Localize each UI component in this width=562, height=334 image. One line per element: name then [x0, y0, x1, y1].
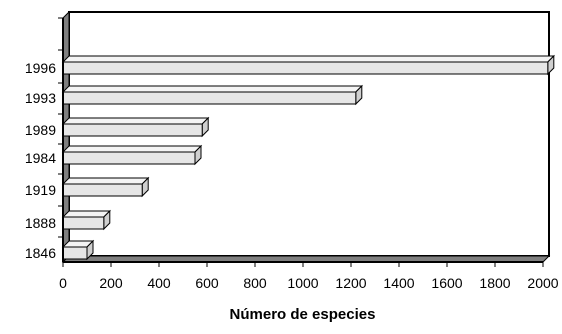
bar-front-face	[62, 61, 549, 75]
x-tick-label-0: 0	[59, 275, 67, 291]
bar-1996	[61, 54, 556, 76]
x-tick-label-1200: 1200	[335, 275, 366, 291]
y-tick-label-1846: 1846	[25, 245, 56, 261]
bar-1993	[61, 84, 364, 106]
x-tick-label-1600: 1600	[431, 275, 462, 291]
bar-front-face	[62, 123, 203, 137]
y-tick-label-1993: 1993	[25, 90, 56, 106]
bar-top-face	[61, 85, 364, 93]
bar-1846	[61, 239, 95, 261]
bar-top-face	[61, 210, 112, 218]
x-tick-label-800: 800	[243, 275, 267, 291]
plot-frame	[61, 10, 551, 264]
bar-front-face	[62, 216, 105, 230]
bar-top-face	[61, 55, 556, 63]
x-axis-label: Número de especies	[229, 306, 376, 323]
x-tick-label-200: 200	[99, 275, 123, 291]
bar-1984	[61, 144, 203, 166]
x-tick-label-1000: 1000	[287, 275, 318, 291]
y-tick-label-1996: 1996	[25, 60, 56, 76]
x-tick-label-1800: 1800	[479, 275, 510, 291]
y-tick-label-1888: 1888	[25, 215, 56, 231]
bar-top-face	[61, 145, 203, 153]
bar-1989	[61, 116, 210, 138]
x-tick-label-600: 600	[195, 275, 219, 291]
y-tick-label-1919: 1919	[25, 182, 56, 198]
bars-layer	[61, 54, 556, 261]
axes-layer: 1846 1888 1919 1984 1989 1993 1996 0 200 400 600 80…	[25, 17, 559, 291]
bar-1919	[61, 176, 150, 198]
bar-front-face	[62, 183, 143, 197]
bar-front-face	[62, 91, 357, 105]
y-tick-label-1984: 1984	[25, 150, 56, 166]
bar-front-face	[62, 246, 88, 260]
x-tick-label-400: 400	[147, 275, 171, 291]
bar-1888	[61, 209, 112, 231]
bar-top-face	[61, 117, 210, 125]
bar-front-face	[62, 151, 196, 165]
x-tick-label-1400: 1400	[383, 275, 414, 291]
y-tick-label-1989: 1989	[25, 122, 56, 138]
x-tick-label-2000: 2000	[527, 275, 558, 291]
bar-top-face	[61, 177, 150, 185]
